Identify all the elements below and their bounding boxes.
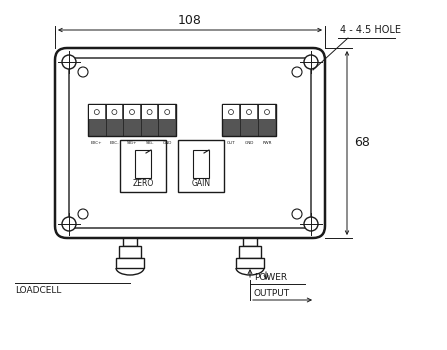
Circle shape bbox=[78, 67, 88, 77]
Circle shape bbox=[265, 110, 270, 114]
Circle shape bbox=[292, 67, 302, 77]
Bar bbox=[120, 140, 166, 192]
FancyBboxPatch shape bbox=[69, 58, 311, 228]
Text: GND: GND bbox=[245, 141, 254, 145]
Text: EXC+: EXC+ bbox=[91, 141, 103, 145]
Circle shape bbox=[304, 55, 318, 69]
Circle shape bbox=[94, 110, 99, 114]
Text: SIG-: SIG- bbox=[145, 141, 154, 145]
Text: PWR: PWR bbox=[262, 141, 272, 145]
Bar bbox=[259, 105, 275, 119]
FancyBboxPatch shape bbox=[55, 48, 325, 238]
Circle shape bbox=[292, 209, 302, 219]
Circle shape bbox=[228, 110, 233, 114]
Text: GND: GND bbox=[163, 141, 172, 145]
Circle shape bbox=[246, 110, 252, 114]
Circle shape bbox=[164, 110, 170, 114]
Text: LOADCELL: LOADCELL bbox=[15, 286, 61, 295]
Bar bbox=[223, 105, 239, 119]
Text: 4 - 4.5 HOLE: 4 - 4.5 HOLE bbox=[340, 25, 401, 35]
Bar bbox=[241, 105, 257, 119]
Text: POWER: POWER bbox=[254, 273, 287, 282]
Bar bbox=[160, 105, 175, 119]
Bar bbox=[178, 140, 224, 192]
Text: EXC-: EXC- bbox=[110, 141, 119, 145]
Bar bbox=[222, 104, 276, 136]
Bar bbox=[106, 105, 122, 119]
Circle shape bbox=[304, 217, 318, 231]
Bar bbox=[88, 104, 176, 136]
Circle shape bbox=[78, 209, 88, 219]
Bar bbox=[124, 105, 140, 119]
Text: SIG+: SIG+ bbox=[127, 141, 137, 145]
Bar bbox=[239, 246, 261, 258]
Bar bbox=[142, 105, 157, 119]
Bar bbox=[89, 105, 105, 119]
Text: GAIN: GAIN bbox=[191, 180, 211, 189]
Text: 108: 108 bbox=[178, 14, 202, 27]
Text: OUTPUT: OUTPUT bbox=[254, 289, 290, 298]
Circle shape bbox=[130, 110, 135, 114]
Bar bbox=[119, 246, 141, 258]
Bar bbox=[236, 258, 264, 268]
Bar bbox=[193, 150, 209, 178]
Bar bbox=[243, 238, 257, 246]
Circle shape bbox=[147, 110, 152, 114]
Text: 68: 68 bbox=[354, 136, 370, 149]
Bar bbox=[123, 238, 137, 246]
Circle shape bbox=[112, 110, 117, 114]
Circle shape bbox=[62, 55, 76, 69]
Circle shape bbox=[62, 217, 76, 231]
Bar bbox=[135, 150, 151, 178]
Text: ZERO: ZERO bbox=[132, 180, 154, 189]
Bar bbox=[116, 258, 144, 268]
Text: OUT: OUT bbox=[227, 141, 236, 145]
